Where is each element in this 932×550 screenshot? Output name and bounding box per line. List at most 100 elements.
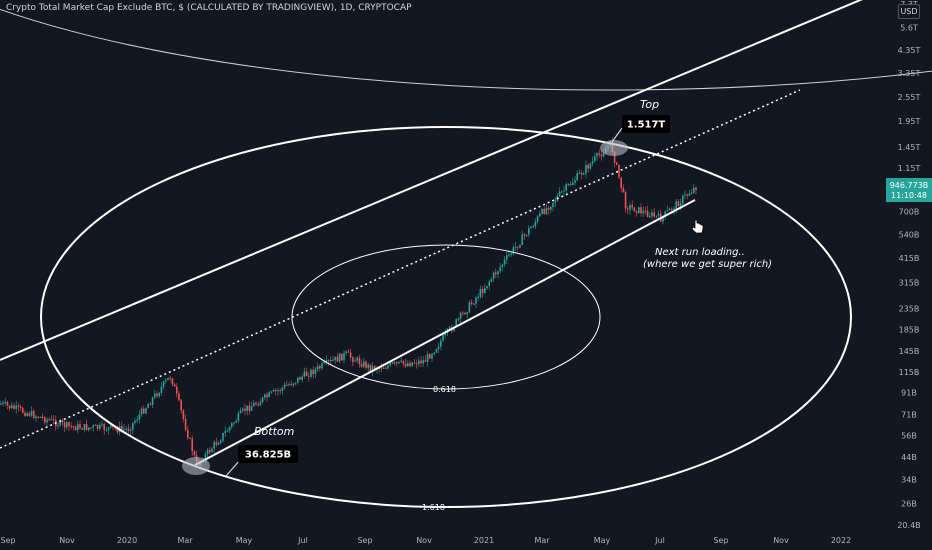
candle-body <box>136 419 138 421</box>
candle-body <box>382 367 385 369</box>
candle-body <box>349 352 352 358</box>
candle-body <box>327 360 330 362</box>
candle-body <box>686 194 688 196</box>
candle-body <box>622 188 625 193</box>
candle-body <box>651 212 653 217</box>
candle-body <box>22 408 24 413</box>
candle-body <box>299 377 301 380</box>
candle-body <box>235 420 237 423</box>
candle-body <box>191 438 193 452</box>
candle-body <box>83 423 86 430</box>
candle-body <box>646 210 649 217</box>
candle-body <box>123 428 125 430</box>
candle-body <box>330 359 332 362</box>
candle-body <box>132 422 134 430</box>
candle-body <box>398 361 400 364</box>
candle-body <box>308 375 310 377</box>
candle-body <box>444 332 446 336</box>
candle-body <box>314 369 317 375</box>
candle-body <box>347 351 350 353</box>
candle-body <box>374 366 376 370</box>
candle-body <box>649 216 651 218</box>
time-tick-label: May <box>236 536 253 545</box>
time-axis[interactable]: Sep Nov 2020 Mar May Jul Sep Nov 2021 Mar May Jul Se… <box>0 536 851 545</box>
candle-body <box>629 205 631 210</box>
last-price-badge: 946.773B 11:10:48 <box>886 178 932 202</box>
candle-body <box>418 360 420 365</box>
candle-body <box>411 362 413 367</box>
candle-body <box>184 419 187 430</box>
candle-body <box>508 254 510 256</box>
candle-body <box>173 384 176 387</box>
candle-body <box>206 449 209 455</box>
candle-body <box>305 371 308 376</box>
candle-body <box>422 360 424 364</box>
candle-body <box>468 302 471 313</box>
candle-body <box>11 405 13 409</box>
candle-body <box>158 392 160 397</box>
candle-body <box>499 266 501 272</box>
candle-body <box>589 163 592 169</box>
price-tick-label: 1.15T <box>898 164 921 173</box>
candle-body <box>171 378 174 385</box>
candle-body <box>242 408 244 411</box>
candle-body <box>283 384 286 388</box>
candle-body <box>565 184 567 191</box>
candle-body <box>594 156 596 161</box>
candle-body <box>624 192 627 209</box>
bottom-callout: 36.825B <box>225 445 298 477</box>
candle-body <box>24 412 26 416</box>
time-tick-label: Jul <box>654 536 665 545</box>
price-tick-label: 71B <box>901 410 917 419</box>
chart-title: Crypto Total Market Cap Exclude BTC, $ (… <box>6 3 412 13</box>
candle-body <box>338 353 341 362</box>
candle-body <box>682 195 684 204</box>
candle-body <box>429 354 431 359</box>
candle-body <box>19 406 22 409</box>
candle-body <box>63 422 66 428</box>
candle-body <box>391 362 394 364</box>
candle-body <box>545 207 548 215</box>
candle-body <box>156 393 158 397</box>
candle-body <box>453 326 455 331</box>
candle-body <box>303 371 306 377</box>
candle-body <box>79 424 81 429</box>
candle-body <box>400 360 402 362</box>
candle-body <box>620 177 622 189</box>
fib-1618-ellipse <box>40 126 852 508</box>
candle-body <box>407 363 409 367</box>
candle-body <box>310 369 312 377</box>
candle-body <box>15 405 17 409</box>
candle-body <box>387 365 389 369</box>
candle-body <box>695 187 697 190</box>
candle-body <box>574 180 576 183</box>
candle-body <box>220 440 222 443</box>
candle-body <box>270 391 273 393</box>
candle-body <box>466 312 468 315</box>
candle-body <box>396 362 398 364</box>
candle-body <box>435 348 438 353</box>
time-tick-label: Nov <box>773 536 789 545</box>
candle-body <box>541 208 543 214</box>
candle-body <box>341 353 343 361</box>
candle-body <box>217 442 220 445</box>
candle-body <box>479 289 482 298</box>
candle-body <box>30 410 33 416</box>
candle-body <box>103 424 105 431</box>
candle-body <box>4 402 6 404</box>
candle-body <box>602 152 605 157</box>
price-axis[interactable]: 7.3T5.6T4.35T3.35T2.55T1.95T1.45T1.15T70… <box>897 0 920 530</box>
candle-body <box>343 353 345 361</box>
candle-body <box>356 357 358 361</box>
time-tick-label: 2020 <box>117 536 137 545</box>
candle-body <box>41 416 44 418</box>
candle-body <box>477 297 479 299</box>
note-line-1: Next run loading.. <box>655 247 745 258</box>
candle-body <box>37 416 39 418</box>
candle-body <box>154 393 156 398</box>
last-price-label: 946.773B <box>890 181 929 190</box>
candle-body <box>268 392 270 398</box>
candle-body <box>48 419 50 421</box>
currency-button[interactable]: USD <box>898 4 920 19</box>
